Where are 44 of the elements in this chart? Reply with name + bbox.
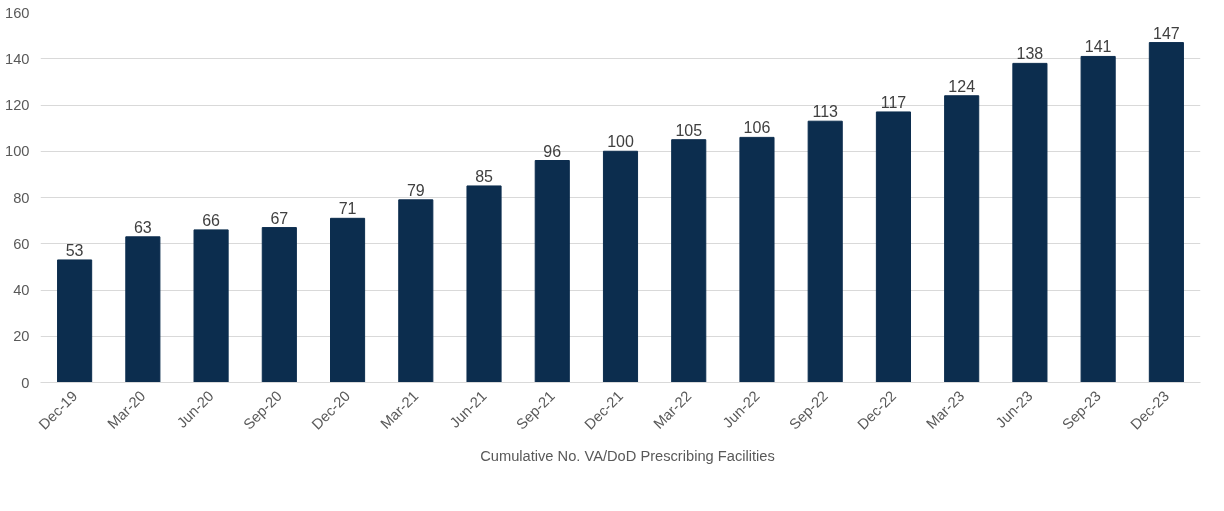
data-label: 53: [65, 241, 84, 259]
bar: [466, 185, 502, 383]
bar: [875, 111, 911, 383]
data-label: 66: [202, 211, 221, 229]
data-label: 141: [1084, 38, 1112, 56]
data-label: 106: [743, 119, 771, 137]
bar: [1080, 55, 1116, 383]
data-label: 124: [948, 77, 976, 95]
y-tick-label: 20: [13, 328, 30, 345]
bar: [261, 227, 297, 383]
data-label: 96: [543, 142, 562, 160]
bar: [193, 229, 229, 383]
bar: [807, 120, 843, 383]
data-label: 67: [270, 209, 289, 227]
bar: [944, 95, 980, 383]
y-tick-label: 120: [5, 97, 30, 113]
bar: [534, 160, 570, 383]
data-label: 147: [1153, 24, 1180, 42]
text: Cumulative No. VA/DoD Prescribing Facilities: [480, 448, 775, 464]
data-label: 85: [475, 167, 494, 185]
bar: [1148, 42, 1184, 383]
y-tick-label: 160: [5, 4, 30, 21]
y-tick-label: 60: [13, 235, 30, 252]
bar: [739, 136, 775, 383]
data-label: 105: [675, 121, 703, 139]
data-label: 71: [338, 200, 357, 218]
bar: [671, 139, 707, 383]
data-label: 138: [1016, 45, 1044, 63]
y-tick-label: 0: [21, 374, 30, 391]
bar: [125, 236, 161, 383]
bar: [602, 150, 639, 383]
bar: [1012, 62, 1048, 383]
data-label: 100: [607, 133, 634, 151]
bar: [330, 217, 366, 383]
data-label: 79: [406, 181, 425, 199]
y-tick-label: 80: [13, 189, 30, 206]
data-label: 117: [880, 93, 907, 111]
y-tick-label: 40: [13, 282, 30, 298]
data-label: 63: [133, 218, 152, 236]
y-tick-label: 100: [5, 143, 30, 160]
data-label: 113: [812, 103, 839, 121]
y-tick-label: 140: [5, 50, 30, 67]
bar: [398, 199, 434, 383]
bar: [57, 259, 93, 383]
